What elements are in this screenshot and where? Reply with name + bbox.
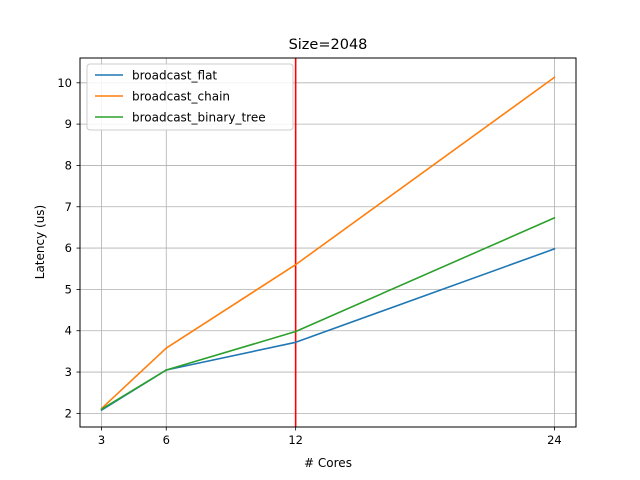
legend-box (86, 63, 294, 131)
data-point-broadcast_binary_tree (294, 330, 297, 333)
data-point-broadcast_binary_tree (100, 408, 103, 411)
series-layer (100, 76, 556, 411)
legend-label: broadcast_binary_tree (132, 111, 266, 125)
x-tick-label: 24 (547, 433, 562, 447)
y-tick-label: 6 (65, 241, 72, 255)
y-axis-label: Latency (us) (33, 205, 47, 279)
legend-label: broadcast_chain (132, 90, 230, 104)
y-tick-label: 3 (65, 365, 72, 379)
y-tick-label: 9 (65, 117, 72, 131)
x-axis-label: # Cores (304, 456, 352, 470)
y-tick-label: 8 (65, 158, 72, 172)
x-tick-label: 12 (288, 433, 303, 447)
series-line-broadcast_binary_tree (101, 217, 555, 410)
y-tick-label: 4 (65, 324, 72, 338)
chart-title: Size=2048 (289, 37, 368, 53)
y-tick-label: 2 (65, 406, 72, 420)
data-point-broadcast_chain (294, 263, 297, 266)
plot-frame (79, 57, 577, 428)
series-line-broadcast_chain (101, 76, 555, 409)
data-point-broadcast_binary_tree (165, 369, 168, 371)
y-tick-label: 5 (65, 282, 72, 296)
data-point-broadcast_chain (553, 76, 556, 79)
y-tick-label: 7 (65, 200, 72, 214)
y-tick-label: 10 (57, 76, 72, 90)
x-tick-label: 6 (163, 433, 170, 447)
axis-ticks: 3 6 12 24 2 3 4 5 6 7 8 9 10 (57, 76, 561, 447)
data-point-broadcast_flat (294, 341, 297, 344)
data-point-broadcast_flat (553, 248, 556, 250)
data-point-broadcast_chain (165, 347, 168, 349)
x-tick-label: 3 (98, 433, 105, 447)
legend: broadcast_flat broadcast_chain broadcast_b… (86, 63, 294, 131)
data-point-broadcast_binary_tree (553, 217, 556, 219)
legend-label: broadcast_flat (132, 69, 217, 83)
